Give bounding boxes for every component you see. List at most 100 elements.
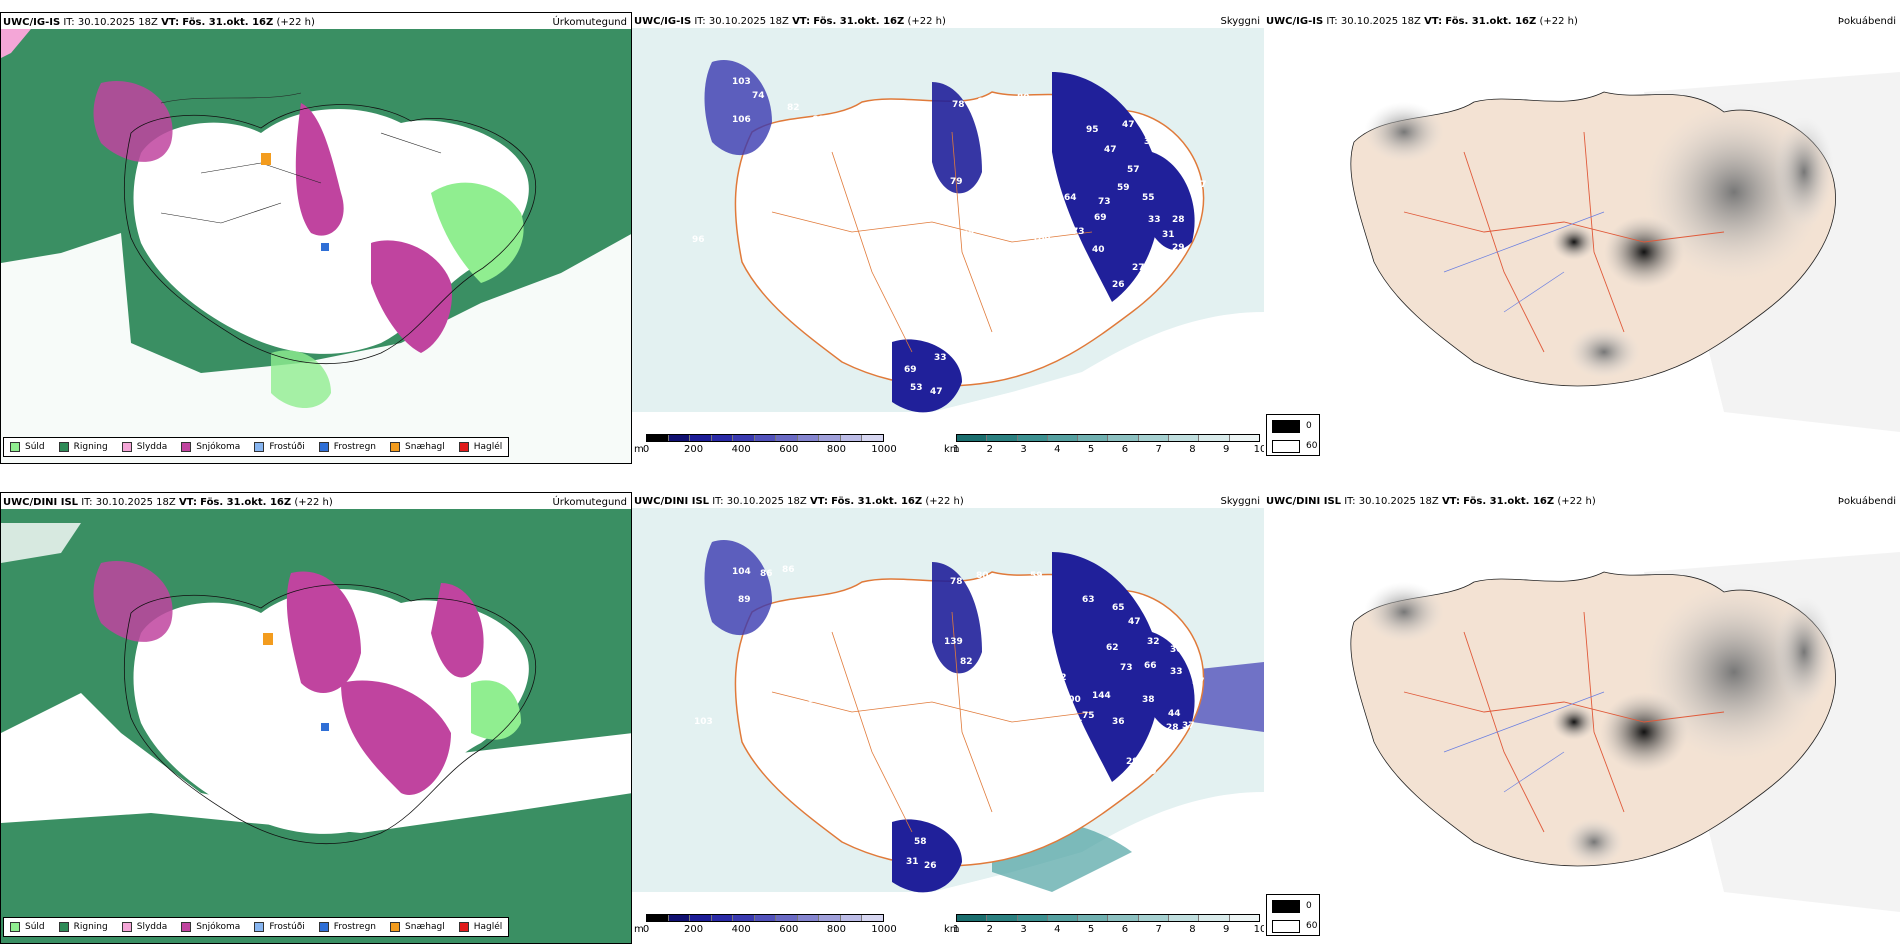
fog-map	[1350, 72, 1900, 432]
cloud-label: 95	[1086, 125, 1099, 135]
cloud-label: 71	[902, 235, 915, 245]
init-time: 30.10.2025 18Z	[77, 17, 158, 28]
cloud-label: 208	[988, 707, 1007, 717]
cloud-label: 69	[904, 365, 917, 375]
cloud-label: 47	[1104, 145, 1117, 155]
colorbar-tick-label: 7	[1155, 924, 1162, 935]
colorbar-tick-label: 3	[1020, 924, 1027, 935]
swatch	[58, 442, 69, 452]
legend-item-sleet: Slydda	[121, 922, 167, 932]
colorbar-tick-label: 9	[1223, 924, 1230, 935]
cloud-label: 64	[977, 97, 990, 107]
legend-label: Snjókoma	[196, 442, 241, 452]
cloud-label: 29	[1088, 787, 1101, 797]
colorbar-tick-label: 2	[986, 444, 993, 455]
cloud-label: 59	[1117, 183, 1130, 193]
model-name: UWC/IG-IS	[634, 16, 692, 27]
swatch	[1272, 439, 1300, 453]
cloud-label: 190	[976, 847, 995, 857]
fog-legend-label: 60	[1306, 921, 1318, 931]
colorbar-tick-label: 8	[1189, 924, 1196, 935]
colorbar-segment	[711, 915, 734, 921]
model-name: UWC/DINI ISL	[634, 496, 710, 507]
cloud-label: 72	[1054, 673, 1067, 683]
colorbar-tick-label: 1000	[871, 924, 897, 935]
colorbar-strip	[646, 914, 884, 922]
legend-label: Frostregn	[333, 442, 377, 452]
legend-item-freezing-drizzle: Frostúði	[254, 922, 305, 932]
colorbar-tick-label: 400	[731, 924, 751, 935]
colorbar-segment	[1169, 915, 1200, 921]
legend-label: Haglél	[473, 442, 503, 452]
cloud-label: 55	[1142, 193, 1155, 203]
colorbar-tick-label: 0	[642, 924, 650, 935]
cloud-label: 36	[982, 347, 995, 357]
cloud-label: 37	[1194, 180, 1207, 190]
panel-title-cloud: Skyggni	[1220, 16, 1260, 27]
cloud-label: 47	[1128, 617, 1141, 627]
colorbar-segment	[819, 435, 841, 441]
cloud-label: 75	[1082, 711, 1095, 721]
cloud-label: 33	[934, 353, 947, 363]
init-label: IT:	[1344, 496, 1356, 507]
valid-time: Fös. 31.okt. 16Z	[831, 496, 923, 507]
colorbar-segment	[987, 435, 1018, 441]
fog-legend-label: 0	[1306, 421, 1312, 431]
cloud-label: 109	[1032, 235, 1051, 245]
legend-label: Rigning	[73, 442, 108, 452]
cloud-label: 47	[930, 387, 943, 397]
cloud-label: 82	[787, 103, 800, 113]
colorbar-tick-label: 600	[779, 924, 799, 935]
swatch	[10, 442, 20, 452]
colorbar-unit: m	[634, 924, 644, 935]
colorbar-segment	[690, 915, 712, 921]
valid-label: VT:	[809, 496, 828, 507]
swatch	[121, 922, 132, 932]
colorbar-strip	[956, 914, 1260, 922]
precip-map	[1, 509, 631, 943]
colorbar-tick-label: 8	[1189, 444, 1196, 455]
legend-item-snow: Snjókoma	[181, 442, 240, 452]
colorbar-ticks: 0 200 400 600 800 1000	[643, 444, 897, 456]
cloud-label: 26	[1066, 813, 1079, 823]
colorbar-segment	[776, 915, 798, 921]
legend-label: Súld	[25, 922, 45, 932]
cloud-label: 39	[1054, 260, 1067, 270]
legend-label: Snæhagl	[405, 922, 445, 932]
lead-time: (+22 h)	[276, 17, 315, 28]
cloud-label: 33	[1170, 667, 1183, 677]
valid-label: VT:	[178, 497, 197, 508]
cloud-label: 28	[1166, 723, 1179, 733]
cloud-label: 30	[1170, 645, 1183, 655]
legend-item-freezing-rain: Frostregn	[318, 442, 377, 452]
cloud-label: 31	[906, 857, 919, 867]
valid-label: VT:	[1441, 496, 1460, 507]
cloud-label: 36	[1187, 660, 1200, 670]
fog-legend-row: 60	[1267, 437, 1319, 455]
legend-item-freezing-rain: Frostregn	[318, 922, 377, 932]
legend-label: Rigning	[73, 922, 108, 932]
cloud-label: 78	[950, 577, 963, 587]
colorbar-segment	[647, 435, 669, 441]
colorbar-tick-label: 1	[952, 444, 960, 455]
cloud-label: 77	[1000, 193, 1013, 203]
cloud-label: 27	[1132, 263, 1145, 273]
fog-map	[1350, 552, 1900, 912]
panel-header: UWC/IG-IS IT: 30.10.2025 18Z VT: Fös. 31…	[1266, 16, 1578, 27]
fog-legend: 0 60	[1266, 414, 1320, 456]
cloud-label: 86	[760, 569, 773, 579]
cloud-label: 17	[1020, 297, 1033, 307]
colorbar-segment	[1229, 435, 1259, 441]
panel-title-cloud: Skyggni	[1220, 496, 1260, 507]
swatch	[254, 442, 265, 452]
fog-legend: 0 60	[1266, 894, 1320, 936]
cloud-label: 26	[1112, 280, 1125, 290]
colorbar-segment	[1199, 435, 1230, 441]
colorbar-segment	[1078, 915, 1109, 921]
legend-label: Frostregn	[333, 922, 377, 932]
cloud-label: 36	[1112, 717, 1125, 727]
init-label: IT:	[81, 497, 93, 508]
cloud-label: 80	[1017, 93, 1030, 103]
swatch	[181, 922, 192, 932]
colorbar-tick-label: 6	[1121, 924, 1129, 935]
